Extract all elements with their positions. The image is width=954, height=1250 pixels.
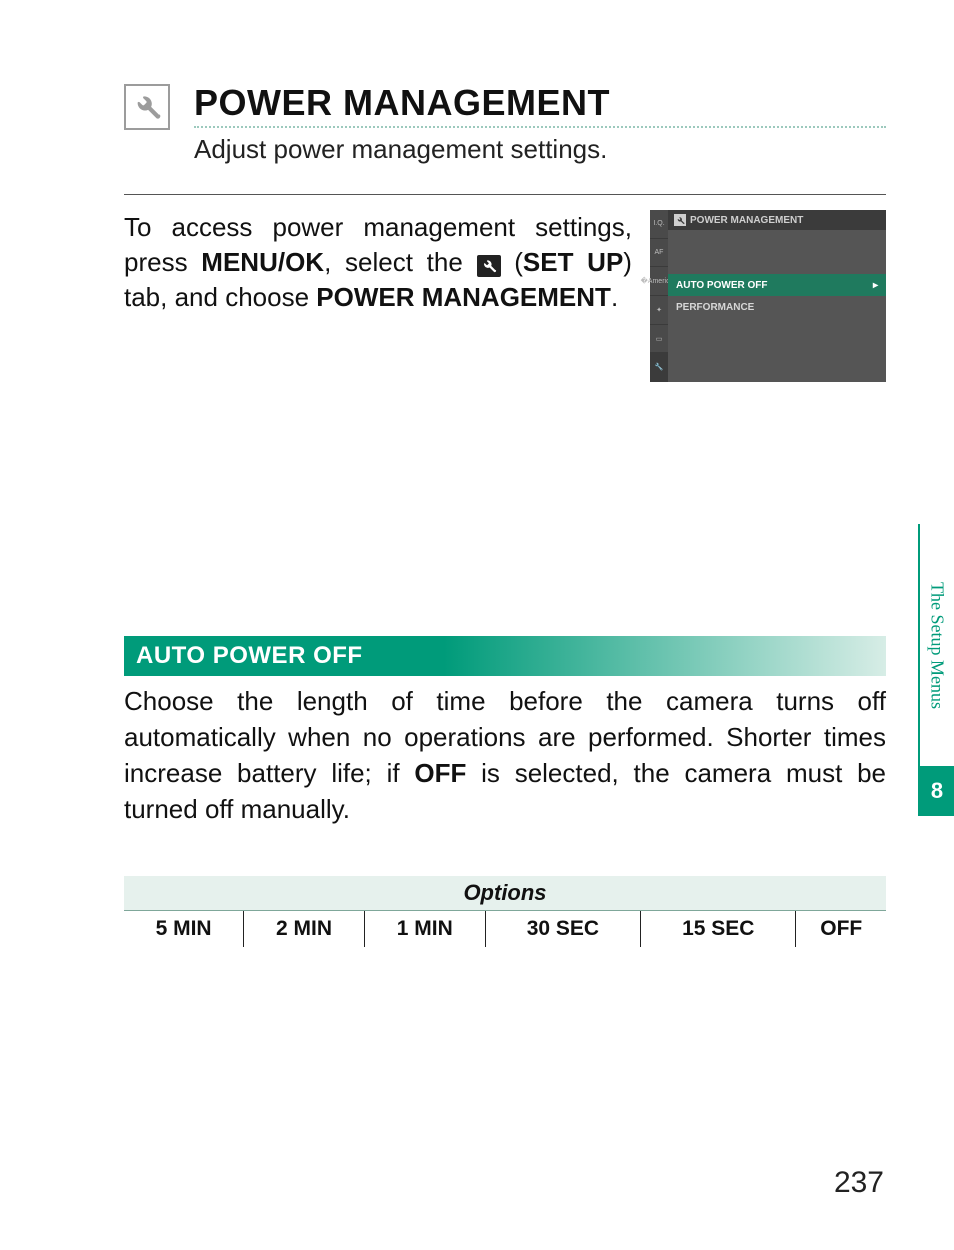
intro-pm: POWER MANAGEMENT [316, 282, 611, 312]
intro-text-mid2: ( [501, 247, 523, 277]
intro-setup: SET UP [523, 247, 623, 277]
menu-item-selected: AUTO POWER OFF ▸ [668, 274, 886, 296]
option-cell: 1 MIN [364, 911, 485, 948]
side-tab: The Setup Menus 8 [920, 524, 954, 816]
section-body: Choose the length of time before the cam… [124, 684, 886, 828]
thin-rule [124, 194, 886, 195]
option-cell: 30 SEC [485, 911, 640, 948]
side-tab-label: The Setup Menus [927, 582, 948, 709]
intro-text-mid1: , select the [324, 247, 476, 277]
menu-tab: �American [650, 267, 668, 296]
menu-item: PERFORMANCE [668, 296, 886, 318]
menu-screenshot-header: POWER MANAGEMENT [668, 210, 886, 230]
option-cell: 5 MIN [124, 911, 244, 948]
menu-screenshot-header-text: POWER MANAGEMENT [690, 215, 803, 226]
menu-item-label: AUTO POWER OFF [676, 280, 767, 291]
section-header-text: AUTO POWER OFF [136, 642, 363, 670]
page-number: 237 [834, 1166, 884, 1200]
page-subtitle: Adjust power management settings. [194, 134, 886, 165]
wrench-inline-icon [477, 255, 501, 277]
menu-tab: ✦ [650, 296, 668, 325]
section-header-bar: AUTO POWER OFF [124, 636, 886, 676]
menu-tab: ▭ [650, 325, 668, 354]
options-header: Options [124, 876, 886, 911]
menu-screenshot-body: AUTO POWER OFF ▸ PERFORMANCE [668, 230, 886, 382]
options-row: 5 MIN 2 MIN 1 MIN 30 SEC 15 SEC OFF [124, 911, 886, 948]
wrench-mini-icon [674, 214, 686, 226]
option-cell: OFF [796, 911, 886, 948]
options-table: Options 5 MIN 2 MIN 1 MIN 30 SEC 15 SEC … [124, 876, 886, 947]
menu-item-label: PERFORMANCE [676, 302, 754, 313]
wrench-icon [124, 84, 170, 130]
menu-tab-active: 🔧 [650, 353, 668, 382]
title-row: POWER MANAGEMENT Adjust power management… [124, 82, 886, 165]
section-body-bold: OFF [414, 758, 466, 788]
option-cell: 2 MIN [244, 911, 365, 948]
menu-screenshot: I.Q. AF �American ✦ ▭ 🔧 POWER MANAGEMENT… [650, 210, 886, 382]
intro-menuok: MENU/OK [201, 247, 324, 277]
side-tab-label-box: The Setup Menus [920, 524, 954, 766]
intro-text-end: . [611, 282, 618, 312]
dotted-rule [194, 126, 886, 128]
menu-tab: AF [650, 239, 668, 268]
side-tab-chapter: 8 [920, 766, 954, 816]
page-title: POWER MANAGEMENT [194, 82, 886, 124]
menu-tab: I.Q. [650, 210, 668, 239]
option-cell: 15 SEC [641, 911, 796, 948]
menu-screenshot-tabs: I.Q. AF �American ✦ ▭ 🔧 [650, 210, 668, 382]
intro-paragraph: To access power management settings, pre… [124, 210, 632, 382]
chevron-right-icon: ▸ [873, 280, 878, 291]
